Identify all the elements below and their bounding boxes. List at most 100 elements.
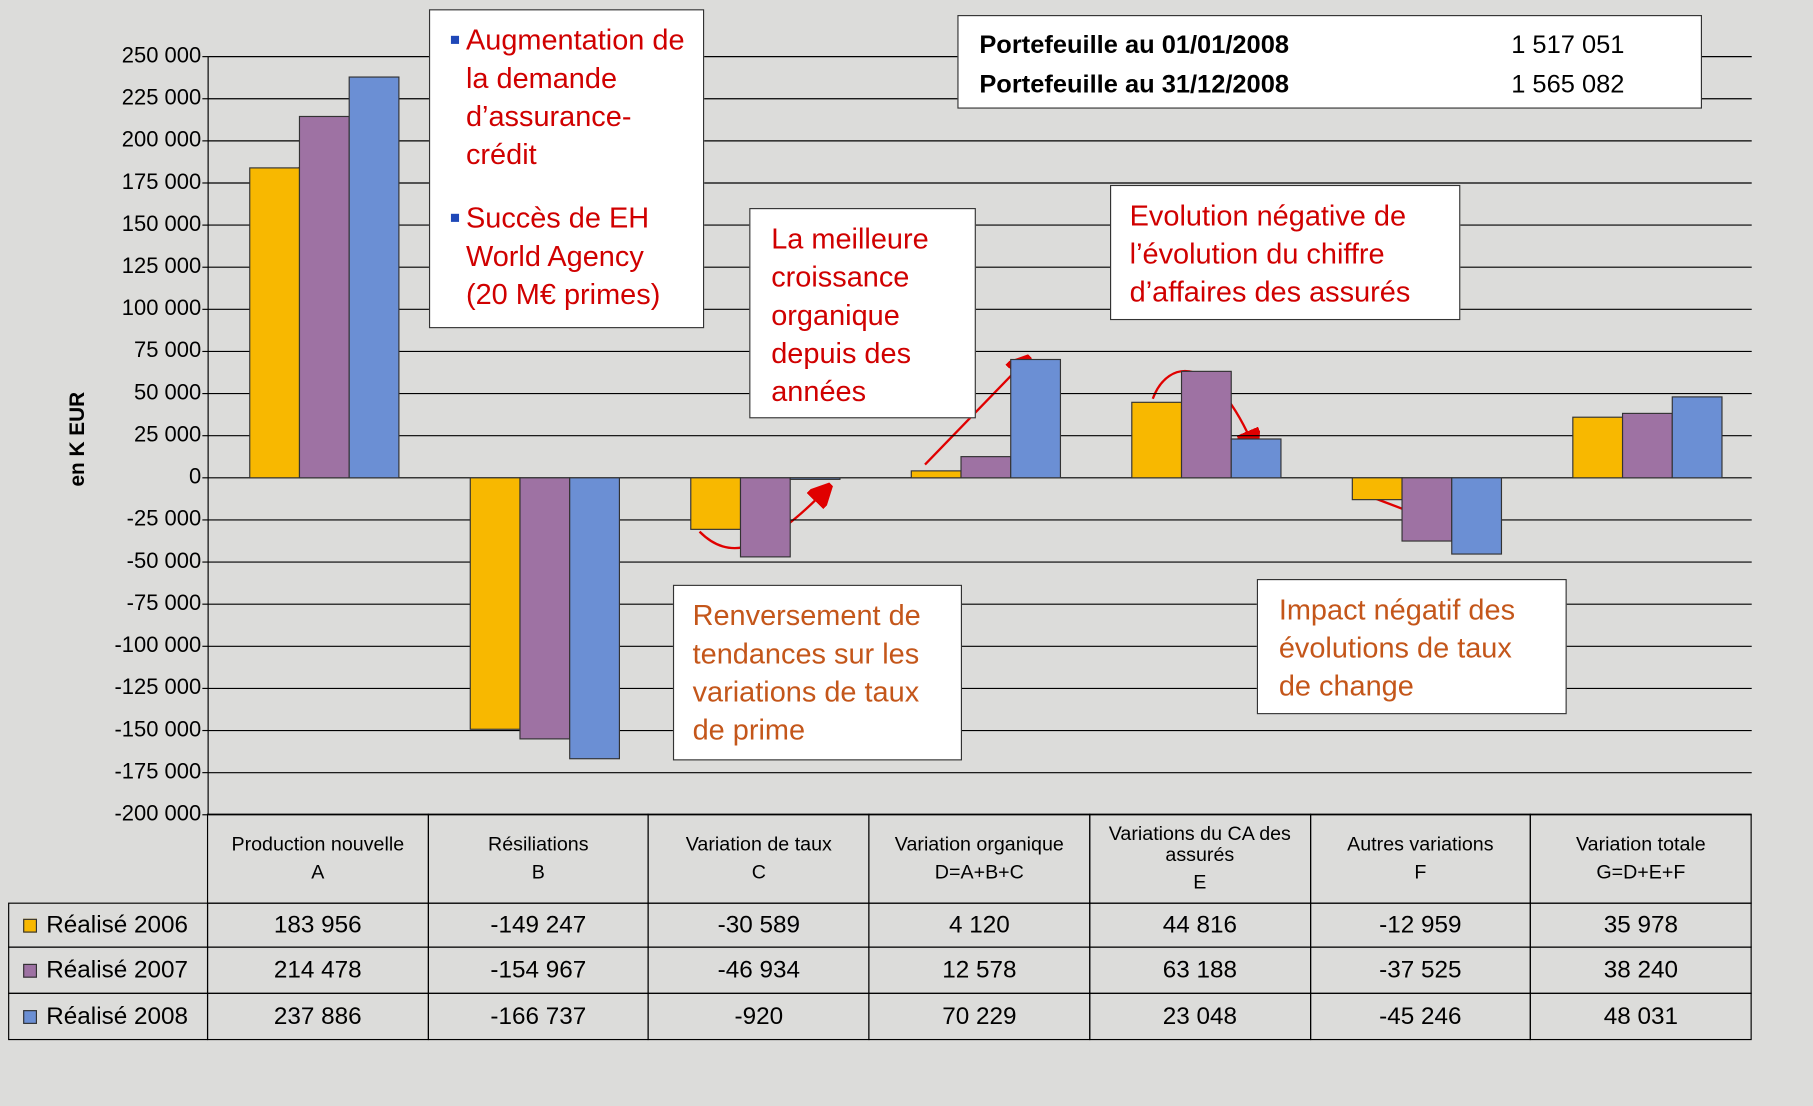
y-axis-label: en K EUR [66, 392, 89, 487]
bar [960, 456, 1012, 479]
table-value: -12 959 [1309, 902, 1532, 948]
table-header-cell: Variations du CA des assurés E [1089, 813, 1311, 904]
table-header-cell: Production nouvelle A [206, 813, 429, 904]
legend-swatch [23, 1009, 37, 1024]
legend-label: Réalisé 2006 [46, 911, 188, 938]
y-tick-label: -75 000 [127, 590, 201, 615]
table-value: 4 120 [868, 902, 1091, 948]
legend-swatch [23, 918, 37, 933]
y-tick-label: 150 000 [122, 211, 201, 236]
bar [690, 477, 742, 530]
bar [249, 167, 301, 479]
y-tick-label: -125 000 [114, 674, 201, 699]
portfolio-label: Portefeuille au 31/12/2008 [979, 69, 1290, 99]
table-header-cell: Résiliations B [427, 813, 650, 904]
y-tick-label: 225 000 [122, 85, 201, 110]
bar [1230, 438, 1282, 479]
table-value: 38 240 [1530, 946, 1752, 994]
bar [1010, 358, 1062, 479]
table-value: -45 246 [1309, 992, 1532, 1041]
portfolio-value: 1 565 082 [1511, 69, 1625, 99]
bar [789, 477, 841, 480]
bar [1572, 416, 1624, 479]
portfolio-box: Portefeuille au 01/01/2008 1 517 051 Port… [957, 15, 1702, 109]
legend-cell: Réalisé 2007 [8, 946, 209, 994]
bar [1451, 477, 1503, 555]
portfolio-label: Portefeuille au 01/01/2008 [979, 30, 1290, 59]
bar [1621, 412, 1673, 479]
category-code: F [1414, 860, 1427, 883]
table-value: -166 737 [427, 992, 650, 1041]
y-tick-label: 125 000 [122, 253, 201, 278]
category-code: E [1193, 871, 1207, 894]
annotation-box: Augmentation de la demande d’assurance-c… [428, 9, 705, 329]
annotation-text: Succès de EH World Agency (20 M€ primes) [465, 202, 661, 311]
table-value: 63 188 [1089, 946, 1311, 994]
bar [1180, 370, 1232, 479]
table-value: -46 934 [647, 946, 870, 994]
bar [1351, 477, 1403, 501]
annotation-text: Augmentation de la demande d’assurance-c… [465, 24, 685, 172]
category-label: Variation organique [894, 833, 1064, 856]
table-value: 23 048 [1089, 992, 1311, 1041]
legend-label: Réalisé 2008 [46, 1002, 188, 1030]
legend-swatch [23, 963, 37, 978]
category-label: Résiliations [488, 833, 589, 856]
table-value: 183 956 [206, 902, 429, 948]
bar [1671, 396, 1723, 479]
category-code: C [751, 860, 766, 883]
table-value: 12 578 [868, 946, 1091, 994]
y-tick-label: -100 000 [114, 632, 201, 657]
bar [569, 477, 620, 760]
bar [1401, 477, 1453, 542]
table-value: 48 031 [1530, 992, 1752, 1041]
y-tick-label: 100 000 [122, 295, 201, 320]
table-value: -30 589 [647, 902, 870, 948]
table-header-cell: Variation totale G=D+E+F [1530, 813, 1752, 904]
table-header-cell: Variation de taux C [647, 813, 870, 904]
y-tick-label: -150 000 [114, 716, 201, 741]
bar [1131, 401, 1183, 479]
table-value: 44 816 [1089, 902, 1311, 948]
y-tick-label: 50 000 [134, 379, 201, 404]
y-tick-label: 0 [189, 464, 201, 489]
category-label: Variations du CA des assurés [1108, 822, 1291, 866]
annotation-box: Impact négatif des évolutions de taux de… [1256, 579, 1567, 715]
portfolio-value: 1 517 051 [1511, 30, 1625, 59]
table-value: -37 525 [1309, 946, 1532, 994]
category-label: Variation totale [1576, 833, 1706, 856]
category-code: B [531, 860, 545, 883]
annotation-box: La meilleure croissance organique depuis… [749, 208, 976, 419]
bar [739, 477, 791, 558]
category-label: Variation de taux [685, 833, 832, 856]
category-code: A [311, 860, 325, 883]
annotation-box: Evolution négative de l’évolution du chi… [1110, 184, 1461, 321]
y-tick-label: 175 000 [122, 169, 201, 194]
category-code: G=D+E+F [1596, 860, 1686, 883]
y-tick-label: 25 000 [134, 421, 201, 446]
bar [910, 470, 962, 479]
bar [469, 477, 521, 730]
table-value: 214 478 [206, 946, 429, 994]
table-value: 237 886 [206, 992, 429, 1041]
table-value: -920 [647, 992, 870, 1041]
category-label: Autres variations [1347, 833, 1494, 856]
y-tick-label: -175 000 [114, 758, 201, 783]
table-header-cell: Variation organique D=A+B+C [868, 813, 1091, 904]
bar [519, 477, 571, 740]
bar [348, 76, 400, 479]
table-value: 35 978 [1530, 902, 1752, 948]
y-tick-label: -25 000 [127, 506, 201, 531]
legend-label: Réalisé 2007 [46, 956, 188, 983]
table-value: 70 229 [868, 992, 1091, 1041]
y-tick-label: -50 000 [127, 548, 201, 573]
y-tick-label: 75 000 [134, 337, 201, 362]
table-value: -154 967 [427, 946, 650, 994]
y-tick-label: 250 000 [122, 42, 201, 67]
y-tick-label: -200 000 [114, 801, 201, 826]
legend-cell: Réalisé 2006 [8, 902, 209, 948]
legend-cell: Réalisé 2008 [8, 992, 209, 1041]
table-header-cell: Autres variations F [1309, 813, 1532, 904]
annotation-box: Renversement de tendances sur les variat… [672, 584, 962, 761]
y-tick-label: 200 000 [122, 127, 201, 152]
